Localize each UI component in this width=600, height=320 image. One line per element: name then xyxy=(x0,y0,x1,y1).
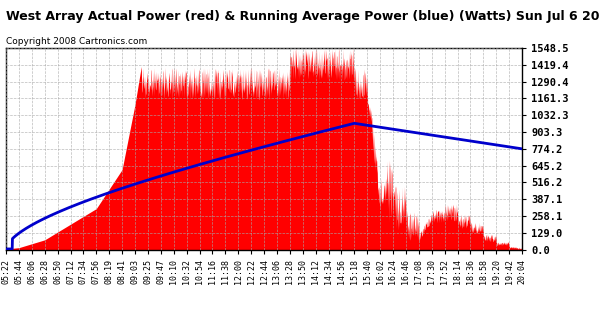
Text: West Array Actual Power (red) & Running Average Power (blue) (Watts) Sun Jul 6 2: West Array Actual Power (red) & Running … xyxy=(6,10,600,23)
Text: Copyright 2008 Cartronics.com: Copyright 2008 Cartronics.com xyxy=(6,37,147,46)
